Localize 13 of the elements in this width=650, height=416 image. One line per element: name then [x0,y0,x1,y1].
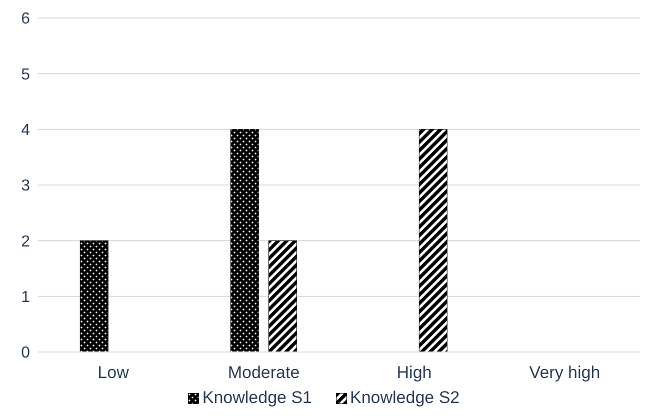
y-tick-label: 2 [21,233,30,250]
y-tick-label: 1 [21,289,30,306]
x-tick-label: Low [98,363,130,382]
x-tick-label: High [396,363,432,382]
y-tick-label: 4 [21,122,30,140]
legend-label: Knowledge S1 [201,388,312,408]
y-tick-label: 3 [21,178,30,195]
legend-label: Knowledge S2 [349,388,460,408]
x-tick-label: Moderate [228,363,300,382]
x-tick-label: Very high [529,363,600,382]
y-tick-label: 5 [21,66,30,84]
y-tick-label: 0 [21,344,30,362]
y-tick-label: 6 [21,10,30,28]
